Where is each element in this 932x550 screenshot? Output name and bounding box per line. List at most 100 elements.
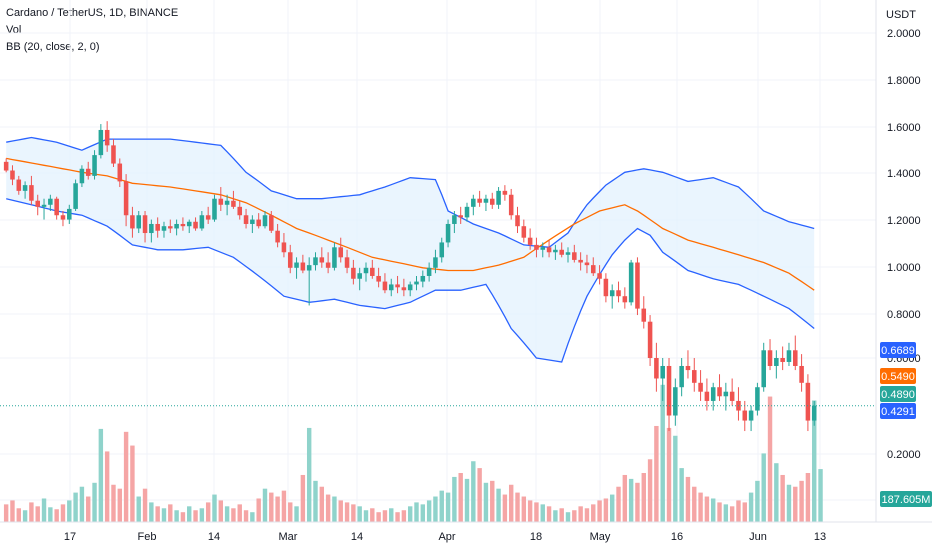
- volume-bar: [666, 427, 672, 522]
- candle-body: [553, 249, 558, 253]
- volume-bar: [490, 480, 495, 522]
- candle: [41, 198, 47, 220]
- badge-value: 0.4291: [881, 406, 915, 418]
- candle-body: [584, 262, 590, 266]
- bollinger-upper-line: [6, 136, 815, 248]
- badge-value: 0.5490: [881, 371, 915, 383]
- y-tick-label: 0.8000: [887, 309, 921, 321]
- volume-bar: [187, 506, 192, 522]
- candle-body: [256, 219, 261, 227]
- candle-body: [590, 265, 596, 274]
- volume-bar: [616, 486, 621, 522]
- candle: [786, 342, 792, 366]
- candle: [344, 249, 350, 274]
- volume-bar: [3, 504, 9, 522]
- volume-bar: [433, 496, 438, 522]
- candle-body: [54, 198, 59, 216]
- candle: [420, 270, 426, 288]
- candle: [553, 244, 558, 260]
- candle-body: [559, 249, 564, 255]
- bollinger-basis-line: [6, 157, 815, 291]
- candle: [736, 387, 741, 421]
- badge-value: 0.6689: [881, 345, 915, 357]
- candle: [351, 259, 356, 285]
- volume-bar: [786, 484, 792, 522]
- candle: [774, 350, 779, 379]
- bollinger-bands-label[interactable]: BB (20, close, 2, 0): [6, 41, 100, 53]
- candle-body: [351, 267, 356, 279]
- candle-body: [376, 275, 381, 282]
- candle-body: [464, 206, 470, 218]
- candle-body: [774, 358, 779, 366]
- badge-background: [880, 491, 932, 507]
- candle-body: [635, 262, 640, 309]
- candle: [199, 211, 205, 231]
- candle: [477, 190, 482, 207]
- symbol-title[interactable]: Cardano / TetherUS, 1D, BINANCE: [6, 7, 179, 19]
- candle-body: [572, 252, 577, 260]
- candle: [54, 196, 59, 220]
- candle: [123, 174, 129, 227]
- volume-bar: [502, 494, 508, 522]
- candle-body: [294, 262, 299, 268]
- volume-bar: [395, 512, 400, 522]
- volume-bar: [193, 510, 198, 522]
- price-badges: 0.6689 0.5490 0.4890 0.4291 187.605M: [880, 342, 932, 507]
- volume-bar: [755, 480, 760, 522]
- candle-body: [388, 284, 394, 291]
- candle-body: [609, 290, 615, 297]
- candle-body: [123, 181, 129, 216]
- volume-bar: [376, 512, 381, 522]
- volume-bar: [654, 425, 659, 522]
- volume-bar: [161, 508, 167, 522]
- candle-body: [426, 267, 432, 276]
- candle: [641, 296, 647, 329]
- candle: [256, 213, 261, 229]
- candle: [250, 215, 255, 234]
- time-axis-ticks[interactable]: 17 Feb 14 Mar 14 Apr 18 May 16 Jun 13: [64, 531, 826, 543]
- volume-bar: [231, 508, 236, 522]
- candle-body: [98, 129, 104, 156]
- volume-bar: [597, 500, 602, 522]
- candle-body: [130, 215, 135, 229]
- candle: [382, 273, 388, 294]
- candle: [723, 382, 729, 411]
- price-axis-ticks[interactable]: 2.0000 1.8000 1.6000 1.4000 1.2000 1.0000 0.80…: [887, 28, 921, 507]
- candle-body: [603, 278, 609, 297]
- candle: [407, 281, 413, 297]
- candle-body: [35, 200, 40, 207]
- candle-body: [527, 237, 533, 245]
- candle: [559, 242, 564, 258]
- candle-body: [60, 215, 66, 220]
- bb-basis-badge: 0.5490: [880, 368, 916, 384]
- x-tick-label: 14: [351, 531, 363, 543]
- chart-legend: Cardano / TetherUS, 1D, BINANCE Vol BB (…: [6, 5, 178, 56]
- badge-value: 0.4890: [881, 389, 915, 401]
- volume-bar: [338, 500, 343, 522]
- candle: [755, 382, 760, 416]
- candle: [565, 247, 571, 263]
- candle-body: [29, 185, 34, 201]
- volume-bar: [73, 492, 78, 522]
- badge-value: 187.605M: [882, 494, 931, 506]
- volume-bar: [603, 498, 609, 522]
- candle: [142, 211, 148, 243]
- candle-body: [136, 215, 142, 229]
- candle: [243, 208, 249, 229]
- volume-bar: [111, 484, 116, 522]
- volume-bar: [382, 510, 388, 522]
- candle-body: [755, 387, 760, 411]
- y-tick-label: 1.2000: [887, 215, 921, 227]
- candle: [704, 378, 710, 411]
- y-tick-label: 1.0000: [887, 262, 921, 274]
- candle: [439, 237, 445, 263]
- candle-body: [439, 242, 445, 258]
- candle-body: [357, 273, 362, 279]
- volume-bar: [439, 490, 444, 522]
- candle-body: [685, 365, 691, 371]
- volume-bar: [149, 502, 154, 522]
- candle-body: [673, 387, 678, 416]
- volume-bar: [628, 478, 634, 522]
- candle: [597, 265, 602, 285]
